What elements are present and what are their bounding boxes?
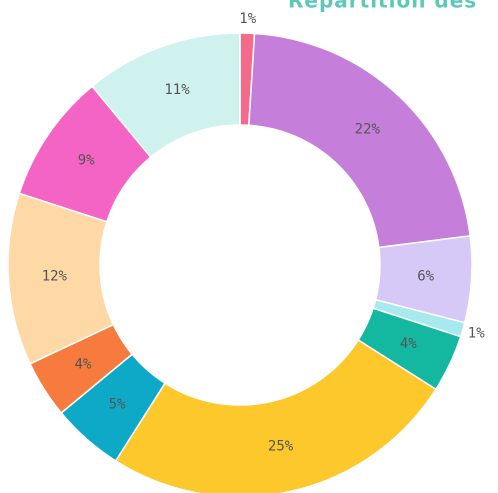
donut-slice — [247, 32, 472, 249]
donut-slice — [114, 338, 437, 493]
data-label: 4% — [400, 336, 417, 352]
data-label: 11% — [164, 82, 190, 98]
data-label: 9% — [78, 152, 95, 168]
data-label: 25% — [268, 439, 294, 455]
data-label: 4% — [75, 357, 92, 373]
data-label: 6% — [417, 269, 434, 285]
data-label: 5% — [109, 397, 126, 413]
data-label: 22% — [355, 121, 381, 137]
data-label: 12% — [42, 269, 68, 285]
donut-slice — [91, 32, 241, 159]
chart-title: Répartition des — [288, 0, 477, 13]
data-label: 1% — [468, 326, 485, 342]
data-label: 1% — [239, 11, 256, 27]
